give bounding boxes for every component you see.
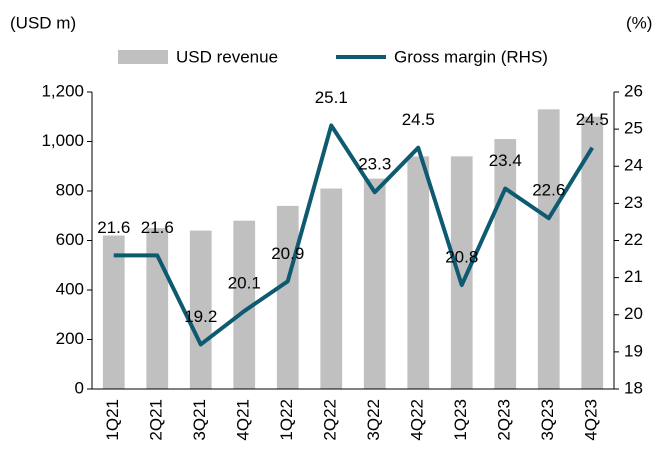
x-tick-label: 1Q23	[451, 399, 470, 441]
legend-label: Gross margin (RHS)	[394, 47, 548, 66]
data-label: 22.6	[532, 181, 565, 200]
x-tick-label: 1Q21	[103, 399, 122, 441]
y-tick-label: 200	[56, 329, 84, 348]
data-label: 23.4	[489, 151, 522, 170]
data-label: 19.2	[184, 307, 217, 326]
bar	[494, 139, 517, 389]
y2-tick-label: 20	[624, 304, 643, 323]
data-label: 24.5	[402, 110, 435, 129]
y-tick-label: 1,000	[41, 131, 84, 150]
x-tick-label: 3Q23	[538, 399, 557, 441]
data-label: 25.1	[315, 88, 348, 107]
bar	[320, 188, 343, 389]
x-tick-label: 3Q21	[190, 399, 209, 441]
y2-tick-label: 24	[624, 156, 643, 175]
x-tick-label: 2Q23	[495, 399, 514, 441]
data-label: 23.3	[358, 155, 391, 174]
y2-tick-label: 25	[624, 119, 643, 138]
bar	[363, 178, 386, 389]
y2-tick-label: 26	[624, 81, 643, 100]
bar	[233, 220, 256, 389]
y-tick-label: 600	[56, 230, 84, 249]
legend-swatch	[118, 50, 168, 64]
bar	[189, 230, 212, 389]
y2-tick-label: 19	[624, 341, 643, 360]
y-tick-label: 1,200	[41, 81, 84, 100]
y2-tick-label: 21	[624, 267, 643, 286]
data-label: 20.9	[271, 244, 304, 263]
x-tick-label: 2Q22	[321, 399, 340, 441]
y-axis-label: (USD m)	[10, 13, 76, 32]
x-tick-label: 3Q22	[364, 399, 383, 441]
data-label: 21.6	[141, 218, 174, 237]
y-tick-label: 400	[56, 279, 84, 298]
y-tick-label: 800	[56, 180, 84, 199]
y2-tick-label: 22	[624, 230, 643, 249]
y2-tick-label: 23	[624, 193, 643, 212]
y-tick-label: 0	[75, 378, 84, 397]
x-tick-label: 4Q23	[582, 399, 601, 441]
y2-tick-label: 18	[624, 378, 643, 397]
legend-label: USD revenue	[176, 47, 278, 66]
data-label: 21.6	[97, 218, 130, 237]
data-label: 20.1	[228, 274, 261, 293]
bar	[450, 156, 473, 389]
bar	[276, 205, 299, 389]
bar	[581, 116, 604, 389]
x-tick-label: 4Q22	[408, 399, 427, 441]
y2-axis-label: (%)	[626, 13, 652, 32]
bar	[537, 109, 560, 389]
line	[113, 123, 594, 347]
data-label: 20.8	[445, 248, 478, 267]
data-label: 24.5	[576, 110, 609, 129]
bar	[407, 156, 430, 389]
x-tick-label: 1Q22	[277, 399, 296, 441]
x-tick-label: 2Q21	[147, 399, 166, 441]
x-tick-label: 4Q21	[234, 399, 253, 441]
bar	[102, 235, 125, 389]
bar	[146, 228, 169, 389]
